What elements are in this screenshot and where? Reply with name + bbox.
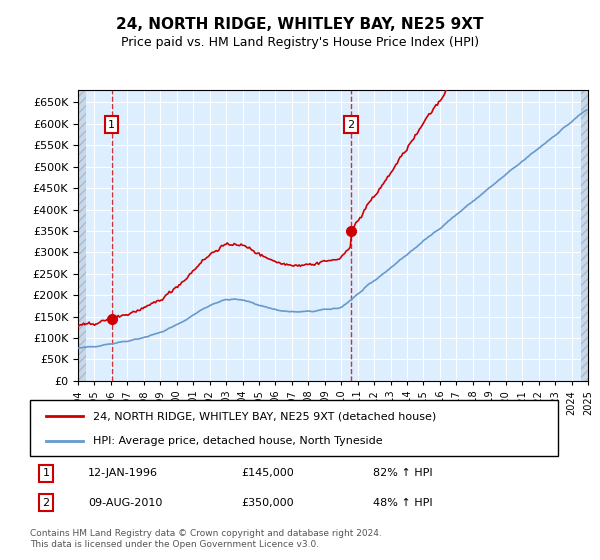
Text: 09-AUG-2010: 09-AUG-2010 [88, 498, 163, 507]
Text: 2: 2 [42, 498, 49, 507]
FancyBboxPatch shape [30, 400, 558, 456]
Text: 12-JAN-1996: 12-JAN-1996 [88, 468, 158, 478]
Text: 82% ↑ HPI: 82% ↑ HPI [373, 468, 433, 478]
Text: 1: 1 [43, 468, 49, 478]
Text: 2: 2 [347, 119, 355, 129]
Text: 24, NORTH RIDGE, WHITLEY BAY, NE25 9XT: 24, NORTH RIDGE, WHITLEY BAY, NE25 9XT [116, 17, 484, 32]
Text: Price paid vs. HM Land Registry's House Price Index (HPI): Price paid vs. HM Land Registry's House … [121, 36, 479, 49]
Text: 24, NORTH RIDGE, WHITLEY BAY, NE25 9XT (detached house): 24, NORTH RIDGE, WHITLEY BAY, NE25 9XT (… [94, 411, 437, 421]
Text: £145,000: £145,000 [241, 468, 294, 478]
Text: HPI: Average price, detached house, North Tyneside: HPI: Average price, detached house, Nort… [94, 436, 383, 446]
Text: £350,000: £350,000 [241, 498, 294, 507]
Text: 1: 1 [108, 119, 115, 129]
Bar [581, 90, 590, 381]
Text: Contains HM Land Registry data © Crown copyright and database right 2024.
This d: Contains HM Land Registry data © Crown c… [30, 529, 382, 549]
Bar [78, 90, 86, 381]
Text: 48% ↑ HPI: 48% ↑ HPI [373, 498, 433, 507]
